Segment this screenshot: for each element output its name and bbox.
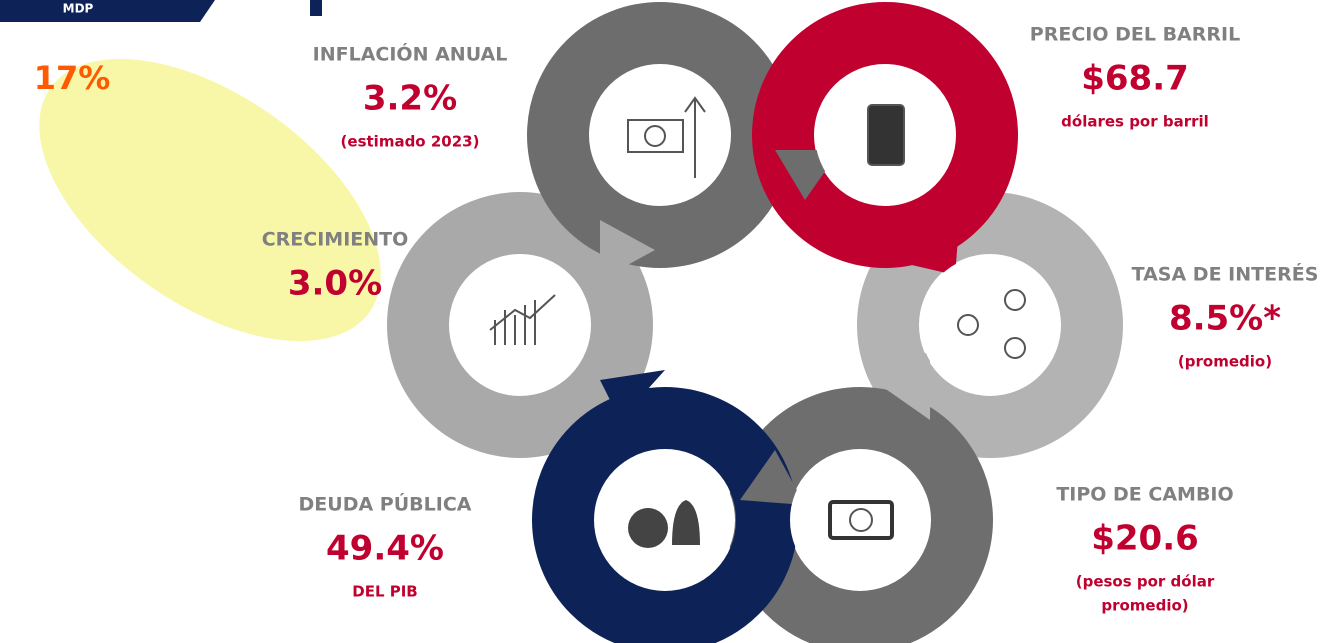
highlight-value: 17% (34, 59, 111, 97)
item-value: 3.2% (363, 79, 457, 119)
item-label: DEUDA PÚBLICA (299, 492, 472, 516)
icon-money (644, 125, 666, 147)
item-label: CRECIMIENTO (262, 229, 409, 251)
item-label: PRECIO DEL BARRIL (1030, 24, 1240, 46)
icon-coin (1004, 289, 1026, 311)
item-label: TIPO DE CAMBIO (1056, 484, 1233, 506)
item-note: (estimado 2023) (341, 133, 480, 151)
icon-bomb (628, 508, 668, 548)
item-label: TASA DE INTERÉS (1132, 263, 1319, 286)
item-note: DEL PIB (352, 583, 418, 601)
arrowhead (880, 350, 930, 420)
arrowhead (600, 220, 655, 280)
ring-center (590, 65, 730, 205)
item-note: (promedio) (1178, 353, 1272, 371)
icon-bill (849, 508, 873, 532)
ring (857, 192, 1123, 458)
arrowhead (740, 450, 805, 505)
arrowheads (600, 150, 960, 505)
icon-coin (957, 314, 979, 336)
ring-center (450, 255, 590, 395)
item-note: promedio) (1101, 597, 1188, 615)
highlight-ellipse (39, 58, 381, 342)
icon-arrow (684, 96, 706, 178)
icon-barrel (867, 104, 905, 166)
arrowhead (890, 215, 960, 275)
ring-center (920, 255, 1060, 395)
item-value: $20.6 (1091, 519, 1199, 559)
icon-growth (489, 294, 556, 345)
arrowhead (600, 370, 665, 420)
ring (532, 387, 798, 643)
icon-bag (672, 500, 700, 545)
item-value: 3.0% (288, 264, 382, 304)
item-label: INFLACIÓN ANUAL (313, 42, 508, 66)
badge-shape (0, 0, 215, 22)
icons (489, 96, 1026, 548)
title-fragment (310, 0, 322, 16)
icon-coin (1004, 337, 1026, 359)
item-value: $68.7 (1081, 59, 1189, 99)
item-note: dólares por barril (1061, 113, 1209, 131)
ring (387, 192, 653, 458)
item-value: 8.5%* (1169, 299, 1281, 339)
icon-bill (828, 500, 894, 540)
ring-center (790, 450, 930, 590)
item-note: (pesos por dólar (1076, 573, 1215, 591)
ring (752, 2, 1018, 268)
badge: MDP (63, 2, 94, 16)
item-value: 49.4% (326, 529, 444, 569)
icon-money (627, 119, 684, 153)
rings (387, 2, 1123, 643)
